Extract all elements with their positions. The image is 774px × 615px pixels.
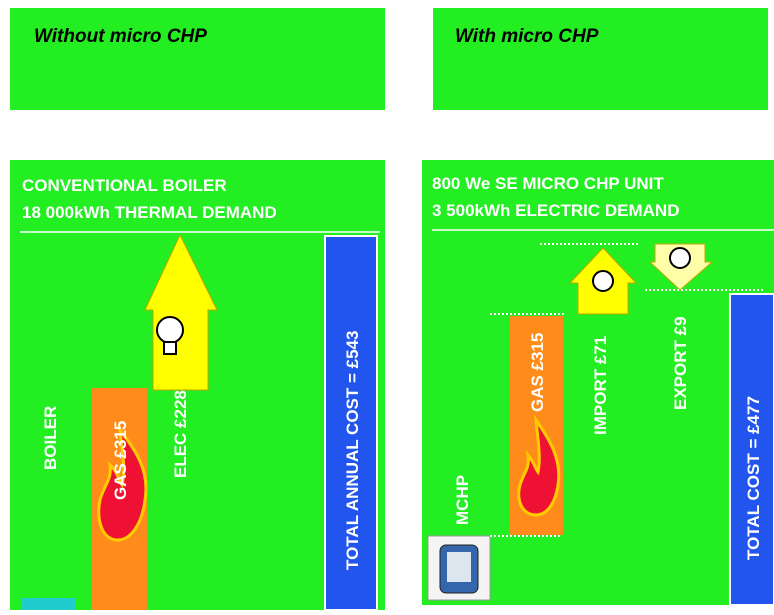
- import-label: IMPORT £71: [591, 336, 610, 435]
- total-label: TOTAL COST = £477: [744, 396, 763, 560]
- export-label: EXPORT £9: [671, 316, 690, 410]
- total-label: TOTAL ANNUAL COST = £543: [343, 331, 362, 570]
- boiler-label: BOILER: [41, 406, 60, 470]
- total-bar: [324, 235, 378, 611]
- panel-title: 18 000kWh THERMAL DEMAND: [22, 203, 277, 222]
- chp-unit-image: [427, 535, 491, 601]
- panel-title: 3 500kWh ELECTRIC DEMAND: [432, 201, 679, 220]
- header-box: [433, 8, 768, 110]
- elec-label: ELEC £228: [171, 390, 190, 478]
- panel: [422, 160, 774, 605]
- flame-icon: [97, 424, 148, 542]
- gas-label: GAS £315: [528, 333, 547, 412]
- panel-title: CONVENTIONAL BOILER: [22, 176, 227, 195]
- flame-icon: [517, 414, 561, 517]
- header-box: [10, 8, 385, 110]
- bulb-icon: [592, 270, 614, 292]
- mchp-label: MCHP: [453, 475, 472, 525]
- bulb-icon: [156, 316, 184, 355]
- boiler-bar: [22, 598, 76, 610]
- gas-label: GAS £315: [111, 421, 130, 500]
- level-lines: [490, 243, 765, 537]
- header-title: Without micro CHP: [34, 26, 207, 47]
- bulb-icon: [669, 247, 691, 269]
- panel-title: 800 We SE MICRO CHP UNIT: [432, 174, 664, 193]
- total-bar: [729, 293, 774, 606]
- header-title: With micro CHP: [455, 26, 599, 47]
